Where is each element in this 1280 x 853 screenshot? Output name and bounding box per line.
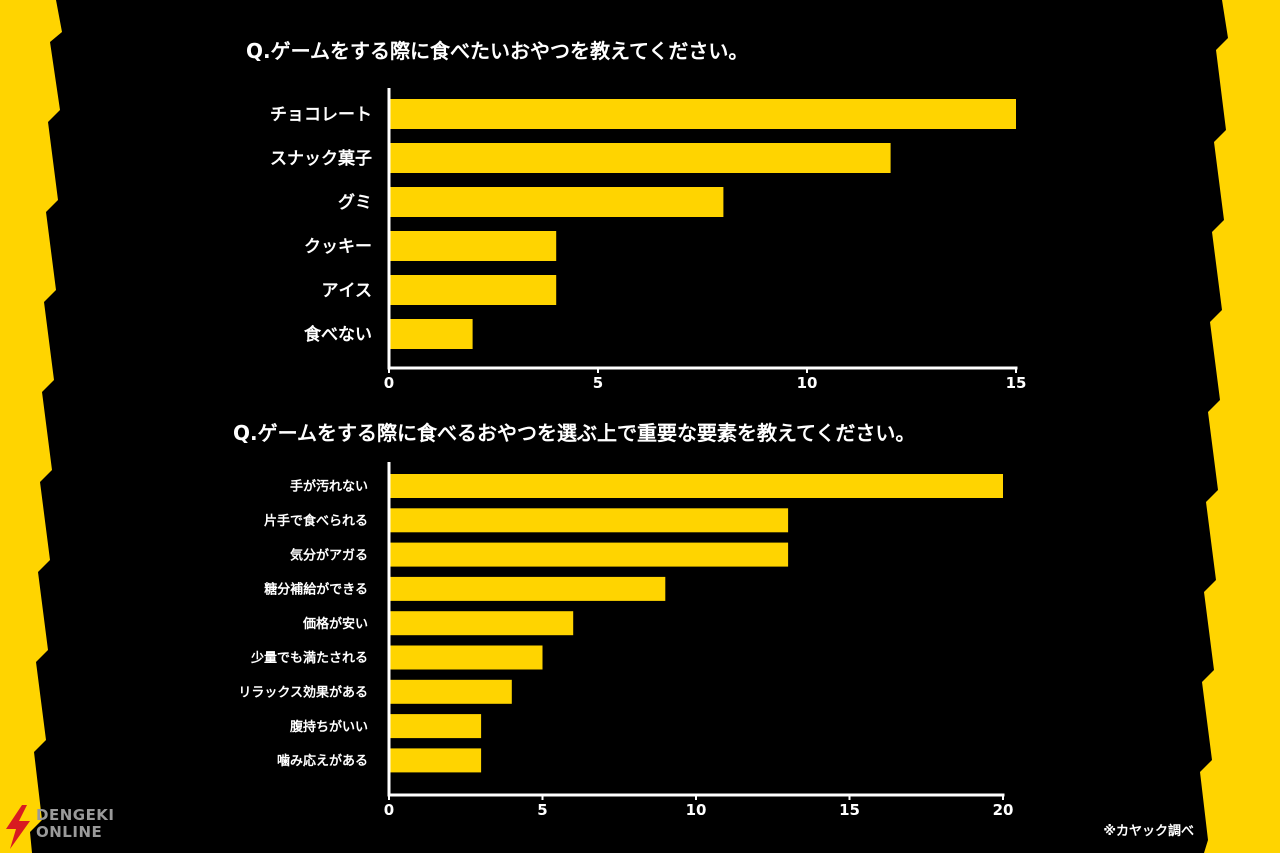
bar: [389, 645, 543, 670]
category-label: 糖分補給ができる: [264, 582, 368, 598]
bar: [389, 187, 724, 217]
category-label: 少量でも満たされる: [250, 650, 368, 666]
x-tick-label: 5: [537, 801, 547, 819]
logo-text-line1: DENGEKI: [36, 806, 115, 824]
bar: [389, 319, 473, 349]
x-tick-label: 20: [993, 801, 1014, 819]
category-label: 食べない: [304, 324, 372, 345]
category-label: 噛み応えがある: [277, 753, 368, 769]
bar: [389, 143, 891, 173]
lightning-bolt-icon: [6, 805, 30, 849]
category-label: 価格が安い: [302, 616, 368, 632]
bar: [389, 576, 666, 601]
x-tick-label: 10: [797, 374, 818, 392]
category-label: グミ: [338, 192, 372, 213]
bar: [389, 99, 1016, 129]
category-label: スナック菓子: [270, 149, 372, 169]
x-tick-label: 5: [593, 374, 603, 392]
snack-preference-chart: Q.ゲームをする際に食べたいおやつを教えてください。チョコレートスナック菓子グミ…: [246, 39, 1026, 392]
source-note: ※カヤック調べ: [1103, 824, 1194, 839]
chart-title: Q.ゲームをする際に食べるおやつを選ぶ上で重要な要素を教えてください。: [233, 421, 915, 445]
bar: [389, 275, 557, 305]
bar: [389, 231, 557, 261]
logo-text: DENGEKI ONLINE: [36, 807, 115, 841]
category-label: チョコレート: [270, 105, 372, 125]
bar: [389, 611, 574, 636]
category-label: 腹持ちがいい: [290, 719, 368, 735]
x-tick-label: 10: [686, 801, 707, 819]
x-tick-label: 15: [839, 801, 860, 819]
x-tick-label: 0: [384, 801, 394, 819]
left-zigzag-stripe: [0, 0, 62, 853]
category-label: アイス: [322, 281, 373, 301]
bar: [389, 542, 789, 567]
chart-title: Q.ゲームをする際に食べたいおやつを教えてください。: [246, 39, 748, 63]
category-label: リラックス効果がある: [238, 684, 368, 700]
dengeki-online-logo: DENGEKI ONLINE: [2, 805, 122, 849]
bar: [389, 714, 482, 739]
bar: [389, 679, 512, 704]
x-tick-label: 0: [384, 374, 394, 392]
category-label: 手が汚れない: [290, 479, 368, 495]
category-label: 気分がアガる: [290, 547, 368, 563]
bar: [389, 474, 1003, 498]
snack-criteria-chart: Q.ゲームをする際に食べるおやつを選ぶ上で重要な要素を教えてください。手が汚れな…: [233, 421, 1013, 819]
bar: [389, 508, 789, 533]
logo-text-line2: ONLINE: [36, 823, 103, 841]
right-zigzag-stripe: [1200, 0, 1280, 853]
category-label: 片手で食べられる: [264, 513, 368, 529]
x-tick-label: 15: [1006, 374, 1027, 392]
bar: [389, 748, 482, 773]
category-label: クッキー: [304, 237, 372, 257]
